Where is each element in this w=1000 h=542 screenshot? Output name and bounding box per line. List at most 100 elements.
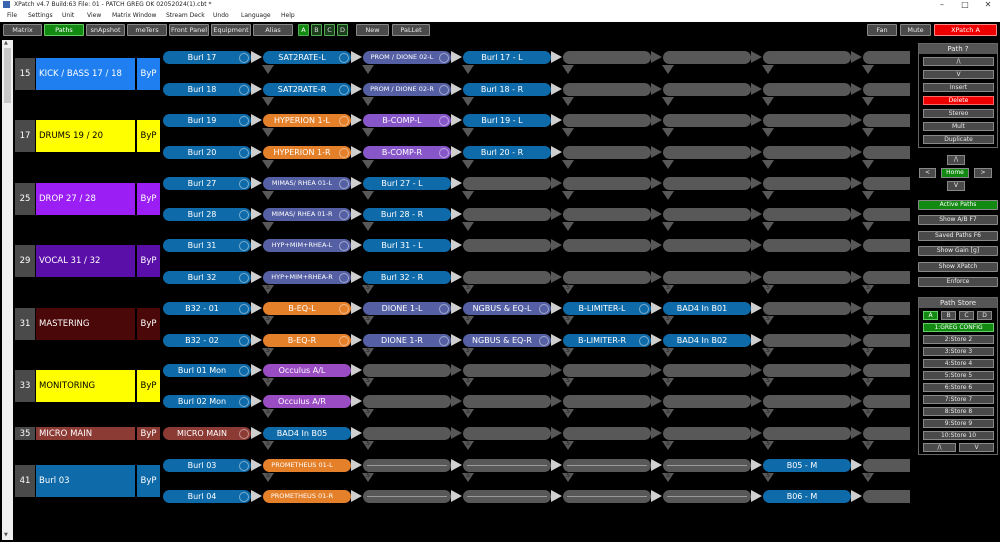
link-arrow-icon[interactable]	[251, 208, 262, 220]
empty-path-slot[interactable]	[563, 208, 651, 221]
gain-circle-icon[interactable]	[439, 52, 449, 63]
move-up-button[interactable]: /\	[923, 57, 994, 66]
path-slot[interactable]: PROMETHEUS 01-R	[263, 490, 351, 503]
link-arrow-icon[interactable]	[851, 51, 862, 63]
menu-view[interactable]: View	[87, 12, 102, 19]
store-bank-b-button[interactable]: B	[941, 311, 956, 320]
gain-circle-icon[interactable]	[339, 335, 349, 346]
split-marker-icon[interactable]: S	[362, 284, 374, 294]
link-arrow-icon[interactable]	[851, 271, 862, 283]
link-down-icon[interactable]	[562, 65, 574, 74]
gain-circle-icon[interactable]	[239, 52, 249, 63]
empty-path-slot[interactable]	[563, 83, 651, 96]
link-arrow-icon[interactable]	[751, 177, 762, 189]
path-slot[interactable]: MIMAS/ RHEA 01-L	[263, 177, 351, 190]
bypass-button[interactable]: ByP	[137, 120, 160, 152]
split-marker-icon[interactable]: S	[262, 440, 274, 450]
link-arrow-icon[interactable]	[551, 177, 562, 189]
scrollbar-thumb[interactable]	[4, 48, 11, 103]
empty-path-slot[interactable]	[763, 177, 851, 190]
store-slot-2[interactable]: 2:Store 2	[923, 335, 994, 344]
tab-equipment[interactable]: Equipment	[211, 24, 251, 36]
link-down-icon[interactable]	[462, 191, 474, 200]
link-arrow-icon[interactable]	[551, 114, 562, 126]
gain-circle-icon[interactable]	[339, 303, 349, 314]
bypass-button[interactable]: ByP	[137, 245, 160, 277]
path-slot[interactable]: SAT2RATE-L	[263, 51, 351, 64]
link-down-icon[interactable]	[762, 160, 774, 169]
empty-path-slot[interactable]	[663, 177, 751, 190]
split-marker-icon[interactable]: S	[262, 284, 274, 294]
bypass-button[interactable]: ByP	[137, 308, 160, 340]
group-name[interactable]: VOCAL 31 / 32	[36, 245, 135, 277]
link-arrow-icon[interactable]	[751, 146, 762, 158]
link-arrow-icon[interactable]	[851, 239, 862, 251]
store-bank-a-button[interactable]: A	[923, 311, 938, 320]
nav-down-button[interactable]: V	[947, 181, 965, 191]
link-arrow-icon[interactable]	[651, 364, 662, 376]
menu-help[interactable]: Help	[281, 12, 295, 19]
gain-circle-icon[interactable]	[239, 178, 249, 189]
split-marker-icon[interactable]: S	[862, 472, 874, 482]
bypass-button[interactable]: ByP	[137, 58, 160, 90]
split-marker-icon[interactable]: S	[462, 315, 474, 325]
path-slot[interactable]: B-EQ-L	[263, 302, 351, 315]
store-slot-6[interactable]: 6:Store 6	[923, 383, 994, 392]
duplicate-button[interactable]: Duplicate	[923, 135, 994, 144]
link-arrow-icon[interactable]	[551, 490, 562, 502]
link-arrow-icon[interactable]	[851, 302, 862, 314]
split-marker-icon[interactable]: S	[362, 347, 374, 357]
link-arrow-icon[interactable]	[851, 114, 862, 126]
empty-path-slot[interactable]	[563, 427, 651, 440]
link-down-icon[interactable]	[862, 65, 874, 74]
tab-matrix[interactable]: Matrix	[3, 24, 42, 36]
link-down-icon[interactable]	[862, 97, 874, 106]
link-arrow-icon[interactable]	[851, 427, 862, 439]
empty-path-slot[interactable]	[563, 146, 651, 159]
scroll-up-icon[interactable]: ▲	[4, 40, 8, 46]
link-down-icon[interactable]	[362, 160, 374, 169]
store-slot-3[interactable]: 3:Store 3	[923, 347, 994, 356]
path-slot[interactable]: B06 - M	[763, 490, 851, 503]
empty-path-slot[interactable]	[663, 490, 751, 503]
empty-path-slot[interactable]	[863, 208, 910, 221]
gain-circle-icon[interactable]	[239, 365, 249, 376]
split-marker-icon[interactable]: S	[862, 347, 874, 357]
gain-circle-icon[interactable]	[239, 491, 249, 502]
mult-button[interactable]: Mult	[923, 122, 994, 131]
link-arrow-icon[interactable]	[651, 395, 662, 407]
bank-b-button[interactable]: B	[311, 24, 322, 36]
menu-unit[interactable]: Unit	[62, 12, 75, 19]
gain-circle-icon[interactable]	[639, 303, 649, 314]
split-marker-icon[interactable]: S	[362, 315, 374, 325]
menu-undo[interactable]: Undo	[213, 12, 229, 19]
bypass-button[interactable]: ByP	[137, 183, 160, 215]
tab-paths[interactable]: Paths	[44, 24, 84, 36]
link-arrow-icon[interactable]	[451, 146, 462, 158]
empty-path-slot[interactable]	[663, 114, 751, 127]
empty-path-slot[interactable]	[863, 364, 910, 377]
bypass-button[interactable]: ByP	[137, 370, 160, 402]
link-arrow-icon[interactable]	[451, 427, 462, 439]
path-slot[interactable]: HYPERION 1-L	[263, 114, 351, 127]
link-arrow-icon[interactable]	[451, 208, 462, 220]
path-slot[interactable]: Burl 01 Mon	[163, 364, 251, 377]
path-slot[interactable]: Burl 31	[163, 239, 251, 252]
link-arrow-icon[interactable]	[451, 177, 462, 189]
link-arrow-icon[interactable]	[751, 208, 762, 220]
path-slot[interactable]: NGBUS & EQ-L	[463, 302, 551, 315]
empty-path-slot[interactable]	[763, 208, 851, 221]
link-arrow-icon[interactable]	[351, 83, 362, 95]
group-name[interactable]: MONITORING	[36, 370, 135, 402]
path-slot[interactable]: Burl 19	[163, 114, 251, 127]
empty-path-slot[interactable]	[563, 51, 651, 64]
tab-alias[interactable]: Alias	[253, 24, 293, 36]
link-arrow-icon[interactable]	[351, 302, 362, 314]
link-arrow-icon[interactable]	[451, 395, 462, 407]
link-down-icon[interactable]	[262, 222, 274, 231]
link-down-icon[interactable]	[862, 222, 874, 231]
tab-meters[interactable]: meTers	[127, 24, 167, 36]
split-marker-icon[interactable]: S	[462, 440, 474, 450]
menu-file[interactable]: File	[7, 12, 18, 19]
link-down-icon[interactable]	[362, 222, 374, 231]
